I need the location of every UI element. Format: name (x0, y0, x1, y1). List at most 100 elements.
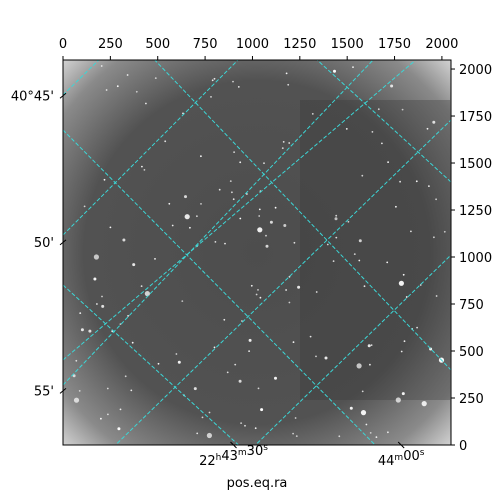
star (131, 341, 134, 344)
star (214, 241, 217, 243)
star (269, 220, 273, 224)
star (263, 162, 265, 165)
star (361, 390, 364, 393)
star (117, 427, 121, 431)
star (282, 141, 285, 143)
star (238, 379, 242, 383)
star (208, 411, 211, 414)
star (124, 375, 127, 378)
star (93, 277, 97, 281)
star (126, 74, 129, 76)
star (105, 89, 108, 91)
star (288, 301, 291, 304)
bottom-ra-axis: 22h43m30s 44m00s (199, 441, 425, 469)
star (365, 423, 368, 426)
star (257, 227, 263, 233)
star (103, 178, 106, 181)
star (88, 329, 92, 333)
star (184, 195, 187, 199)
star (285, 72, 288, 75)
star (274, 376, 277, 380)
star (398, 280, 404, 286)
star (119, 408, 122, 411)
star (288, 142, 291, 144)
top-tick-label-0: 0 (59, 37, 67, 52)
star (287, 83, 290, 86)
star (189, 226, 191, 229)
star (100, 65, 103, 67)
star (100, 417, 102, 420)
star (229, 180, 232, 183)
star (231, 191, 233, 194)
star (210, 96, 212, 98)
star (109, 226, 112, 229)
star (196, 215, 198, 218)
dec-tick-0 (59, 92, 67, 99)
star (73, 397, 80, 403)
star (326, 243, 329, 246)
star (315, 291, 318, 293)
star (258, 215, 261, 217)
dec-tick-label-1: 50' (34, 236, 54, 251)
star (401, 392, 405, 396)
star (281, 147, 284, 150)
star (171, 224, 174, 227)
star (428, 185, 430, 188)
right-tick-label-500: 500 (459, 345, 484, 360)
sky-image (63, 60, 451, 445)
star (226, 371, 229, 374)
star (292, 341, 295, 343)
star-field (72, 65, 446, 439)
star (375, 436, 378, 438)
star (334, 217, 338, 221)
top-tick-label-1750: 1750 (378, 37, 411, 52)
star (101, 295, 103, 298)
star (211, 79, 214, 82)
star (294, 417, 297, 419)
star (265, 244, 269, 248)
star (140, 285, 143, 287)
star (72, 374, 76, 378)
star (395, 397, 401, 403)
left-dec-axis: 40°45' 50' 55' (11, 89, 67, 399)
star (250, 284, 253, 287)
star (255, 293, 258, 296)
ra-tick-label-1: 44m00s (378, 448, 425, 469)
star (132, 263, 136, 267)
star (399, 180, 401, 183)
star (400, 350, 403, 353)
star (332, 260, 335, 262)
star (297, 285, 301, 289)
star (370, 344, 373, 346)
top-tick-label-1000: 1000 (236, 37, 269, 52)
star (181, 300, 184, 302)
star (143, 169, 146, 171)
star (141, 165, 143, 168)
dec-tick-1 (59, 239, 67, 246)
top-tick-label-1500: 1500 (331, 37, 364, 52)
x-axis-label: pos.eq.ra (227, 476, 288, 491)
grid-line-5 (154, 60, 451, 371)
star (116, 85, 119, 88)
star (127, 315, 129, 317)
ra-tick-0 (230, 441, 237, 449)
star (363, 285, 366, 288)
star (421, 401, 427, 407)
star (224, 242, 226, 245)
star (405, 296, 408, 298)
ra-tick-label-0: 22h43m30s (199, 443, 268, 469)
top-tick-label-2000: 2000 (425, 37, 458, 52)
star (96, 303, 98, 305)
top-tick-label-500: 500 (145, 37, 170, 52)
star (377, 108, 380, 111)
dec-tick-label-2: 55' (34, 384, 54, 399)
star (347, 220, 350, 223)
star (101, 304, 105, 308)
star (311, 113, 314, 115)
star (435, 295, 438, 297)
grid-line-7 (63, 284, 240, 445)
star (177, 360, 181, 364)
star (83, 205, 86, 208)
star (257, 387, 260, 390)
